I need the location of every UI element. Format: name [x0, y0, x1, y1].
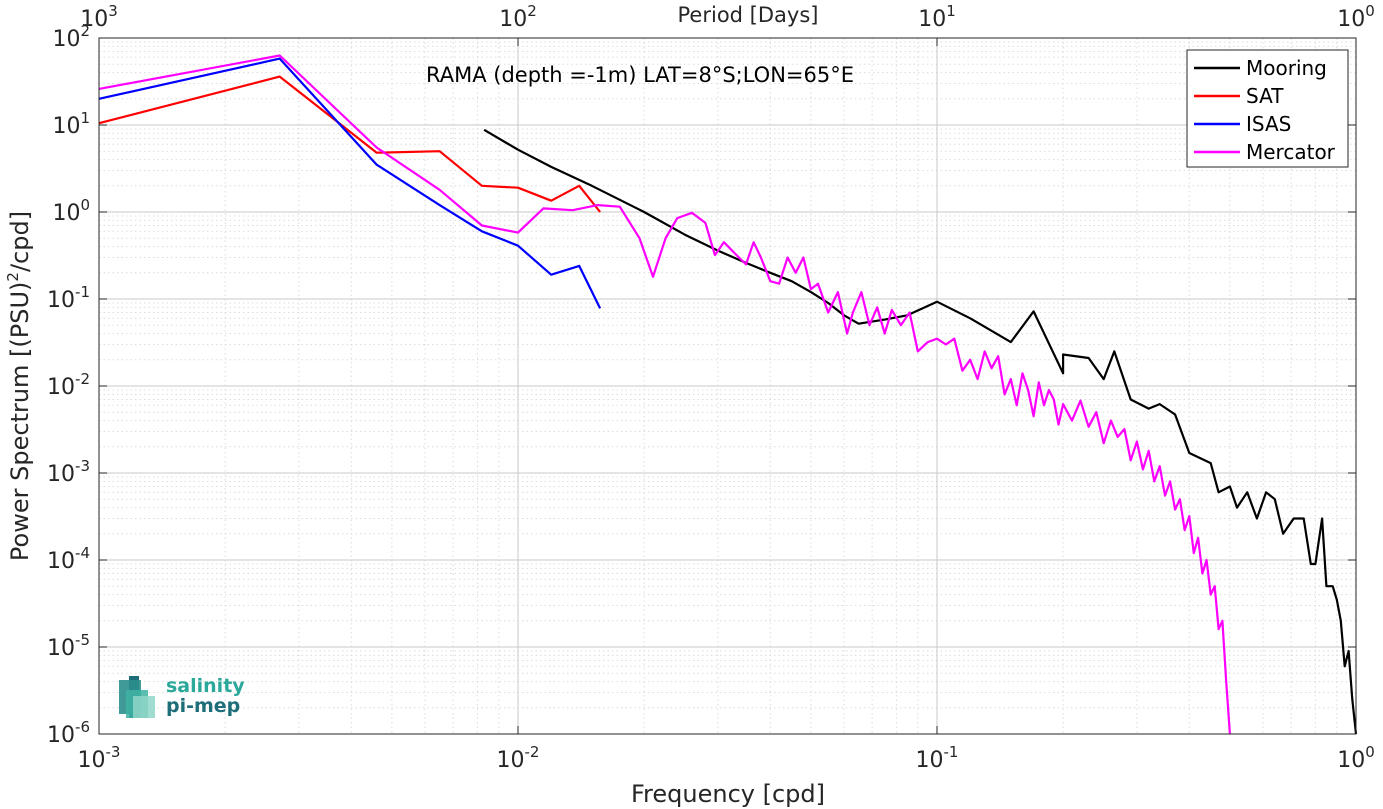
x2-tick-label-base: 10 [918, 7, 946, 32]
y-tick-label: 10-1 [47, 283, 90, 313]
y-tick-label-exponent: -1 [75, 283, 90, 301]
y-tick-label-exponent: 1 [80, 109, 90, 127]
y-tick-label-base: 10 [47, 636, 75, 661]
salinity-pi-mep-logo: salinity pi-mep [119, 675, 245, 718]
y-tick-label: 10-5 [47, 631, 90, 661]
x2-tick-label: 101 [918, 2, 956, 32]
x-axis-label: Frequency [cpd] [631, 780, 825, 808]
x2-tick-label: 100 [1337, 2, 1375, 32]
x2-tick-label-exponent: 2 [527, 2, 537, 20]
x2-tick-label-exponent: 0 [1365, 2, 1375, 20]
x-tick-label-base: 10 [78, 748, 106, 773]
legend-label-mercator: Mercator [1246, 140, 1336, 164]
x2-tick-label: 103 [80, 2, 118, 32]
y-tick-label-exponent: 0 [80, 196, 90, 214]
y-tick-label: 101 [52, 109, 90, 139]
x2-tick-label-base: 10 [1337, 7, 1365, 32]
top-axis-label: Period [Days] [678, 3, 819, 27]
series-line-isas [98, 57, 602, 309]
logo-text-salinity: salinity [166, 675, 245, 697]
series-line-mercator [98, 54, 1231, 735]
x-tick-label-exponent: 0 [1365, 743, 1375, 761]
series-line-sat [98, 75, 601, 213]
x-tick-label: 100 [1337, 743, 1375, 773]
y-axis-label-tail: /cpd] [6, 211, 34, 272]
legend-label-mooring: Mooring [1246, 56, 1327, 80]
legend: Mooring SAT ISAS Mercator [1186, 49, 1349, 168]
y-axis-label-sup: 2 [4, 272, 22, 282]
series-layer [98, 54, 1358, 735]
x-tick-label: 10-3 [78, 743, 121, 773]
y-tick-label-base: 10 [47, 462, 75, 487]
y-tick-label-exponent: -6 [75, 718, 90, 736]
y-tick-label: 100 [52, 196, 90, 226]
y-tick-label-exponent: -4 [75, 544, 90, 562]
y-axis-label: Power Spectrum [(PSU)2/cpd] [4, 211, 34, 561]
y-tick-label-base: 10 [52, 27, 80, 52]
y-tick-label-base: 10 [52, 201, 80, 226]
y-tick-label-base: 10 [47, 723, 75, 748]
legend-box [1186, 49, 1349, 168]
x-tick-label-exponent: -3 [106, 743, 121, 761]
y-tick-label-base: 10 [47, 288, 75, 313]
y-tick-label-base: 10 [47, 549, 75, 574]
y-tick-label-exponent: 2 [80, 22, 90, 40]
x2-tick-label-exponent: 3 [108, 2, 118, 20]
x2-tick-label: 102 [499, 2, 537, 32]
logo-text-pi-mep: pi-mep [166, 695, 240, 717]
y-tick-label-exponent: -5 [75, 631, 90, 649]
x2-tick-label-exponent: 1 [946, 2, 956, 20]
y-tick-label: 102 [52, 22, 90, 52]
legend-label-isas: ISAS [1246, 112, 1291, 136]
x2-tick-label-base: 10 [80, 7, 108, 32]
x-tick-label-exponent: -2 [525, 743, 540, 761]
x-tick-label-base: 10 [497, 748, 525, 773]
y-tick-label-base: 10 [52, 114, 80, 139]
y-tick-label-base: 10 [47, 375, 75, 400]
y-tick-label: 10-3 [47, 457, 90, 487]
x-tick-label-base: 10 [916, 748, 944, 773]
x2-tick-label-base: 10 [499, 7, 527, 32]
chart-title: RAMA (depth =-1m) LAT=8°S;LON=65°E [426, 63, 854, 87]
y-tick-label: 10-6 [47, 718, 90, 748]
y-axis-label-main: Power Spectrum [(PSU) [6, 282, 34, 561]
y-tick-label-exponent: -2 [75, 370, 90, 388]
legend-label-sat: SAT [1246, 84, 1284, 108]
grid-lines [98, 37, 1357, 735]
logo-wave-4 [133, 696, 155, 718]
y-tick-label: 10-2 [47, 370, 90, 400]
y-tick-label-exponent: -3 [75, 457, 90, 475]
x-tick-label: 10-2 [497, 743, 540, 773]
x-tick-label: 10-1 [916, 743, 959, 773]
x-tick-label-base: 10 [1337, 748, 1365, 773]
x-tick-label-exponent: -1 [944, 743, 959, 761]
y-tick-label: 10-4 [47, 544, 90, 574]
